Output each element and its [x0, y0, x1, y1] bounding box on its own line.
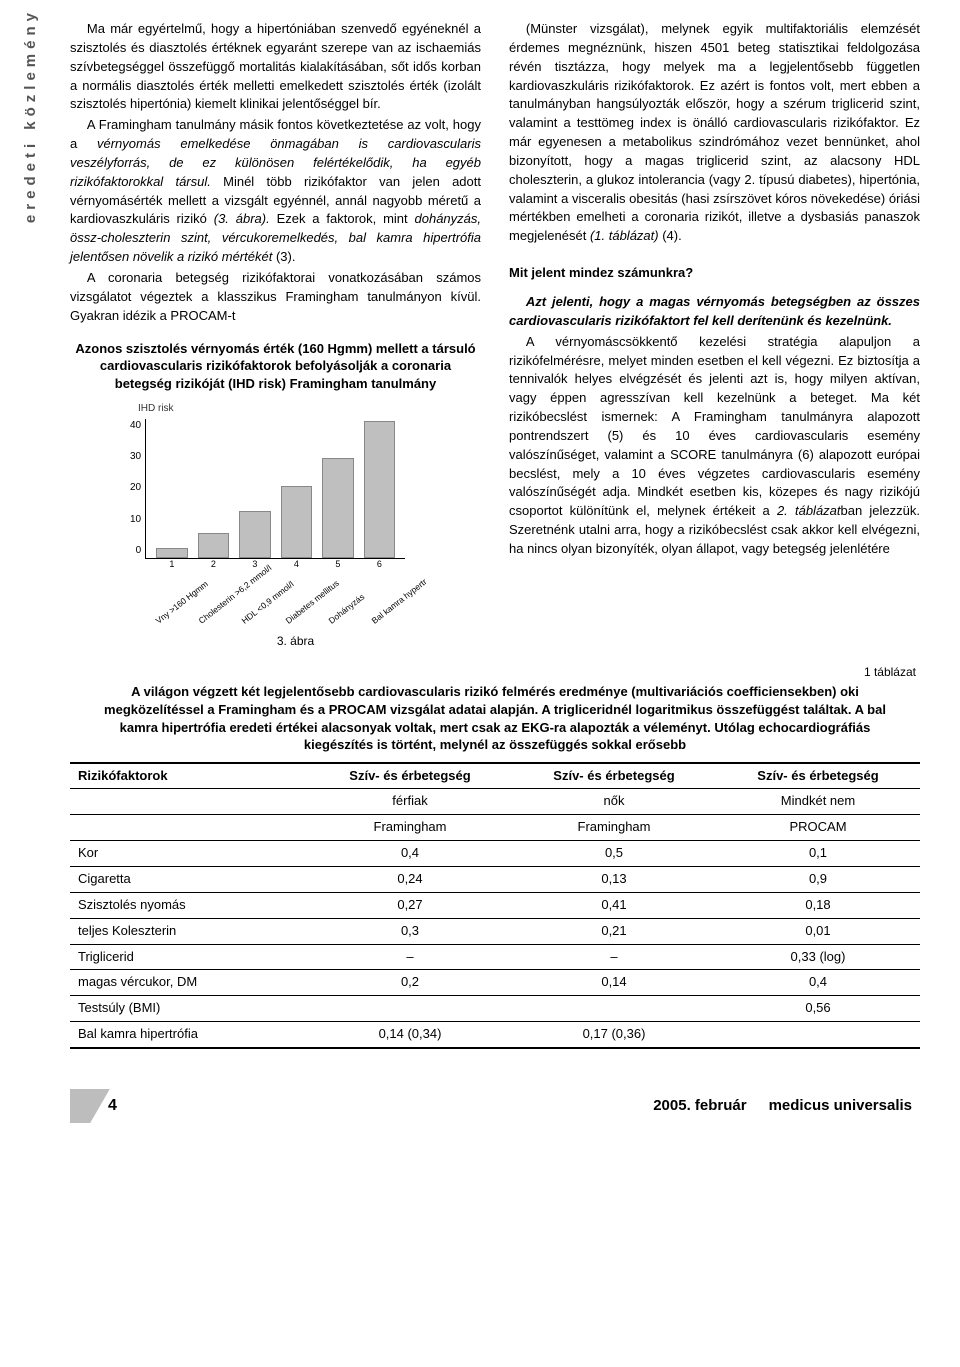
chart-xlabel: Dohányzás — [326, 590, 367, 626]
two-column-body: Ma már egyértelmű, hogy a hipertóniában … — [70, 20, 920, 650]
table-cell: 0,13 — [512, 866, 716, 892]
chart-xlabel: Cholesterin >6,2 mmol/l — [196, 562, 274, 627]
table-header-cell: Szív- és érbetegség — [512, 763, 716, 789]
table-cell: 0,33 (log) — [716, 944, 920, 970]
table-row: magas vércukor, DM0,20,140,4 — [70, 970, 920, 996]
table-cell: – — [512, 944, 716, 970]
chart-ytick: 20 — [130, 481, 141, 496]
chart-plot-area: 1 23456 — [145, 419, 405, 559]
table-cell: 0,4 — [716, 970, 920, 996]
table-number-label: 1 táblázat — [70, 664, 916, 681]
table-cell: Framingham — [512, 815, 716, 841]
page-footer: 4 2005. február medicus universalis — [70, 1089, 920, 1123]
risk-factor-table: RizikófaktorokSzív- és érbetegségSzív- é… — [70, 762, 920, 1049]
table-cell: 0,21 — [512, 918, 716, 944]
table-cell: 0,1 — [716, 841, 920, 867]
footer-journal: medicus universalis — [769, 1095, 912, 1117]
chart-xlabels: Vny >160 HgmmCholesterin >6,2 mmol/lHDL … — [134, 573, 394, 631]
page-number: 4 — [108, 1094, 117, 1117]
chart-bar-number: 5 — [335, 558, 340, 571]
table-cell: 0,4 — [308, 841, 512, 867]
table-cell — [70, 815, 308, 841]
table-cell: 0,5 — [512, 841, 716, 867]
chart-bar: 1 — [156, 548, 188, 557]
table-cell: Bal kamra hipertrófia — [70, 1022, 308, 1048]
table-cell: 0,14 — [512, 970, 716, 996]
table-cell: 0,41 — [512, 892, 716, 918]
table-cell: Cigaretta — [70, 866, 308, 892]
footer-date: 2005. február — [653, 1095, 746, 1117]
chart-bar-number: 6 — [377, 558, 382, 571]
table-cell: 0,18 — [716, 892, 920, 918]
bar-chart: IHD risk 403020100 123456 Vny >160 HgmmC… — [70, 402, 481, 650]
table-row: Kor0,40,50,1 — [70, 841, 920, 867]
table-cell: PROCAM — [716, 815, 920, 841]
chart-ylabel: IHD risk — [138, 402, 481, 417]
table-caption: A világon végzett két legjelentősebb car… — [70, 683, 920, 761]
paragraph: A coronaria betegség rizikófaktorai vona… — [70, 269, 481, 326]
chart-bar-number: 2 — [211, 558, 216, 571]
chart-ytick: 30 — [130, 450, 141, 465]
paragraph: A vérnyomáscsökkentő kezelési stratégia … — [509, 333, 920, 559]
chart-ytick: 0 — [136, 544, 142, 559]
chart-ytick: 10 — [130, 513, 141, 528]
table-row: Testsúly (BMI) 0,56 — [70, 996, 920, 1022]
table-cell: 0,3 — [308, 918, 512, 944]
table-cell — [512, 996, 716, 1022]
left-column: Ma már egyértelmű, hogy a hipertóniában … — [70, 20, 481, 650]
table-cell: Framingham — [308, 815, 512, 841]
table-cell: 0,24 — [308, 866, 512, 892]
paragraph: A Framingham tanulmány másik fontos köve… — [70, 116, 481, 267]
chart-bar: 5 — [322, 458, 354, 558]
table-cell: 0,2 — [308, 970, 512, 996]
chart-xlabel: Bal kamra hypertr — [369, 575, 429, 626]
table-cell — [716, 1022, 920, 1048]
table-cell: férfiak — [308, 789, 512, 815]
table-header-cell: Szív- és érbetegség — [308, 763, 512, 789]
table-cell: 0,9 — [716, 866, 920, 892]
table-cell: nők — [512, 789, 716, 815]
paragraph: Azt jelenti, hogy a magas vérnyomás bete… — [509, 293, 920, 331]
table-cell: teljes Koleszterin — [70, 918, 308, 944]
table-cell: 0,56 — [716, 996, 920, 1022]
chart-bar-number: 1 — [169, 558, 174, 571]
table-cell: 0,17 (0,36) — [512, 1022, 716, 1048]
table-cell: Kor — [70, 841, 308, 867]
chart-bar: 6 — [364, 421, 396, 558]
table-row: Bal kamra hipertrófia0,14 (0,34)0,17 (0,… — [70, 1022, 920, 1048]
chart-bar: 2 — [198, 533, 230, 558]
table-cell — [308, 996, 512, 1022]
table-cell: Testsúly (BMI) — [70, 996, 308, 1022]
paragraph: Ma már egyértelmű, hogy a hipertóniában … — [70, 20, 481, 114]
table-row: Triglicerid––0,33 (log) — [70, 944, 920, 970]
table-cell: Mindkét nem — [716, 789, 920, 815]
chart-bar-number: 4 — [294, 558, 299, 571]
right-column: (Münster vizsgálat), melynek egyik multi… — [509, 20, 920, 650]
chart-title: Azonos szisztolés vérnyomás érték (160 H… — [70, 340, 481, 393]
table-header-cell: Rizikófaktorok — [70, 763, 308, 789]
chart-yaxis: 40 30 20 10 0 — [130, 419, 145, 559]
chart-bar: 3 — [239, 511, 271, 558]
table-header-cell: Szív- és érbetegség — [716, 763, 920, 789]
table-cell: – — [308, 944, 512, 970]
page: eredeti közlemény Ma már egyértelmű, hog… — [0, 0, 960, 1123]
chart-ytick: 40 — [130, 419, 141, 434]
table-cell: magas vércukor, DM — [70, 970, 308, 996]
table-cell — [70, 789, 308, 815]
table-row: Szisztolés nyomás0,270,410,18 — [70, 892, 920, 918]
table-cell: 0,01 — [716, 918, 920, 944]
chart-caption: 3. ábra — [110, 633, 481, 650]
table-cell: Szisztolés nyomás — [70, 892, 308, 918]
section-heading: Mit jelent mindez számunkra? — [509, 264, 920, 283]
table-row: teljes Koleszterin0,30,210,01 — [70, 918, 920, 944]
chart-bar: 4 — [281, 486, 313, 558]
paragraph: (Münster vizsgálat), melynek egyik multi… — [509, 20, 920, 246]
table-row: Cigaretta0,240,130,9 — [70, 866, 920, 892]
table-cell: 0,14 (0,34) — [308, 1022, 512, 1048]
table-cell: Triglicerid — [70, 944, 308, 970]
side-section-label: eredeti közlemény — [20, 8, 42, 223]
table-cell: 0,27 — [308, 892, 512, 918]
